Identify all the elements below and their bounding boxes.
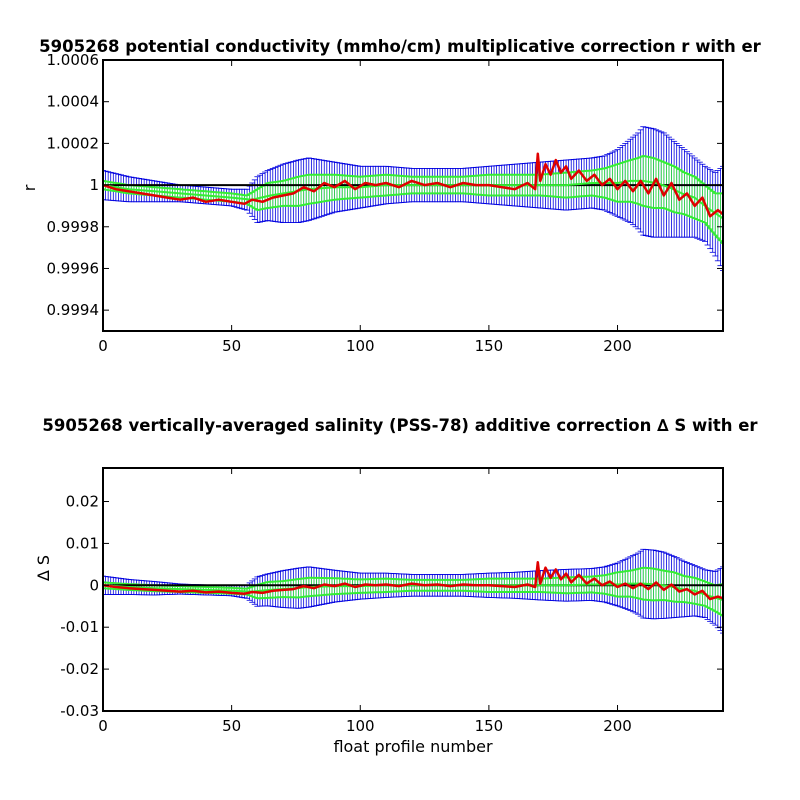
y-tick-label: -0.01: [60, 618, 99, 636]
axes-box: [102, 467, 724, 712]
plot-area: [103, 126, 723, 271]
axes-box: [102, 59, 724, 332]
x-tick-label: 150: [475, 337, 504, 355]
y-axis-label: r: [20, 184, 39, 191]
y-tick-label: 0.02: [66, 493, 99, 511]
y-tick-label: -0.03: [60, 702, 99, 720]
green-envelope-upper: [103, 154, 723, 197]
x-tick-label: 200: [603, 717, 632, 735]
y-tick-label: 0: [89, 576, 99, 594]
y-tick-label: 0.9998: [47, 218, 100, 236]
chart-title: 5905268 potential conductivity (mmho/cm)…: [39, 37, 761, 56]
float-correction-line: [103, 561, 723, 601]
conductivity-correction-chart: 5905268 potential conductivity (mmho/cm)…: [20, 37, 762, 355]
x-tick-label: 200: [603, 337, 632, 355]
salinity-correction-chart: 5905268 vertically-averaged salinity (PS…: [34, 416, 758, 756]
y-tick-label: 1.0002: [47, 134, 100, 152]
chart-title: 5905268 vertically-averaged salinity (PS…: [42, 416, 758, 435]
error-bar: [720, 165, 723, 271]
x-tick-label: 100: [346, 717, 375, 735]
error-bar: [720, 566, 723, 634]
y-tick-label: 1: [89, 176, 99, 194]
y-tick-label: 1.0006: [47, 51, 100, 69]
y-tick-label: -0.02: [60, 660, 99, 678]
x-tick-label: 50: [222, 717, 241, 735]
x-tick-label: 0: [98, 717, 108, 735]
x-tick-label: 150: [475, 717, 504, 735]
float-correction-line: [103, 152, 723, 218]
x-tick-label: 100: [346, 337, 375, 355]
y-tick-label: 0.9994: [47, 301, 100, 319]
y-axis-label: ∆ S: [34, 555, 53, 582]
y-tick-label: 0.9996: [47, 259, 100, 277]
green-envelope-upper: [103, 566, 723, 590]
x-axis-label: float profile number: [333, 737, 493, 756]
x-tick-label: 50: [222, 337, 241, 355]
y-tick-label: 1.0004: [47, 93, 100, 111]
y-tick-label: 0.01: [66, 534, 99, 552]
x-tick-label: 0: [98, 337, 108, 355]
plot-area: [103, 548, 723, 634]
green-envelope-lower: [103, 188, 723, 245]
